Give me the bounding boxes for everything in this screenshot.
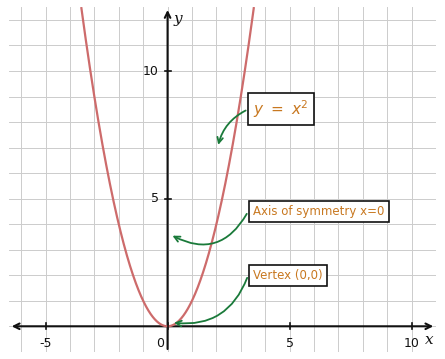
Text: 5: 5	[151, 192, 159, 205]
Text: Vertex (0,0): Vertex (0,0)	[253, 269, 323, 282]
Text: $y\ =\ x^{2}$: $y\ =\ x^{2}$	[253, 98, 308, 120]
Text: 0: 0	[156, 336, 164, 350]
Text: 5: 5	[286, 336, 294, 350]
Text: x: x	[425, 334, 433, 347]
Text: -5: -5	[39, 336, 52, 350]
Text: 10: 10	[143, 65, 159, 78]
Text: y: y	[174, 12, 182, 26]
Text: 10: 10	[404, 336, 420, 350]
Text: Axis of symmetry x=0: Axis of symmetry x=0	[253, 205, 384, 218]
